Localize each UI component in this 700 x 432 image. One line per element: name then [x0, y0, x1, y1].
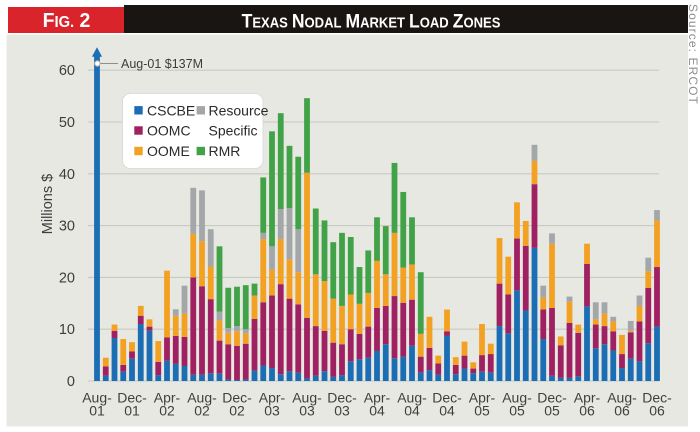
- svg-text:30: 30: [59, 219, 75, 235]
- svg-text:Dec-: Dec-: [117, 390, 147, 406]
- svg-text:Dec-: Dec-: [432, 390, 462, 406]
- svg-text:Apr-: Apr-: [574, 390, 601, 406]
- svg-text:06: 06: [579, 403, 595, 419]
- svg-text:Apr-: Apr-: [469, 390, 496, 406]
- svg-text:CSCBE: CSCBE: [147, 102, 195, 118]
- svg-text:Apr-: Apr-: [364, 390, 391, 406]
- svg-text:02: 02: [159, 403, 175, 419]
- svg-text:Millions $: Millions $: [40, 174, 56, 234]
- svg-text:60: 60: [59, 63, 75, 79]
- svg-text:04: 04: [369, 403, 385, 419]
- svg-text:Aug-01 $137M: Aug-01 $137M: [121, 57, 203, 71]
- svg-text:OOMC: OOMC: [147, 123, 191, 139]
- svg-text:TEXAS NODAL MARKET LOAD ZONES: TEXAS NODAL MARKET LOAD ZONES: [242, 9, 501, 31]
- svg-text:20: 20: [59, 270, 75, 286]
- svg-text:Aug-: Aug-: [397, 390, 427, 406]
- svg-text:02: 02: [194, 403, 210, 419]
- svg-text:05: 05: [544, 403, 560, 419]
- svg-text:Dec-: Dec-: [537, 390, 567, 406]
- svg-text:Aug-: Aug-: [292, 390, 322, 406]
- svg-text:06: 06: [649, 403, 665, 419]
- svg-text:05: 05: [509, 403, 525, 419]
- svg-text:01: 01: [89, 403, 105, 419]
- svg-text:Apr-: Apr-: [259, 390, 286, 406]
- svg-text:03: 03: [299, 403, 315, 419]
- svg-text:01: 01: [124, 403, 140, 419]
- svg-text:50: 50: [59, 115, 75, 131]
- svg-text:03: 03: [264, 403, 280, 419]
- svg-text:02: 02: [229, 403, 245, 419]
- svg-text:40: 40: [59, 167, 75, 183]
- svg-text:FIG. 2: FIG. 2: [43, 10, 91, 33]
- svg-text:05: 05: [474, 403, 490, 419]
- svg-text:Dec-: Dec-: [222, 390, 252, 406]
- svg-text:RMR: RMR: [209, 143, 241, 159]
- svg-text:Aug-: Aug-: [187, 390, 217, 406]
- svg-text:Dec-: Dec-: [327, 390, 357, 406]
- svg-text:Aug-: Aug-: [82, 390, 112, 406]
- svg-text:04: 04: [439, 403, 455, 419]
- svg-text:06: 06: [614, 403, 630, 419]
- svg-text:Resource: Resource: [209, 102, 269, 118]
- svg-text:04: 04: [404, 403, 420, 419]
- svg-text:Source: ERCOT: Source: ERCOT: [686, 4, 700, 105]
- svg-text:Specific: Specific: [209, 123, 258, 139]
- svg-text:OOME: OOME: [147, 143, 190, 159]
- svg-text:Aug-: Aug-: [607, 390, 637, 406]
- svg-text:03: 03: [334, 403, 350, 419]
- svg-text:Apr-: Apr-: [154, 390, 181, 406]
- svg-text:Aug-: Aug-: [502, 390, 532, 406]
- svg-text:0: 0: [67, 374, 75, 390]
- svg-text:Dec-: Dec-: [642, 390, 672, 406]
- svg-text:10: 10: [59, 322, 75, 338]
